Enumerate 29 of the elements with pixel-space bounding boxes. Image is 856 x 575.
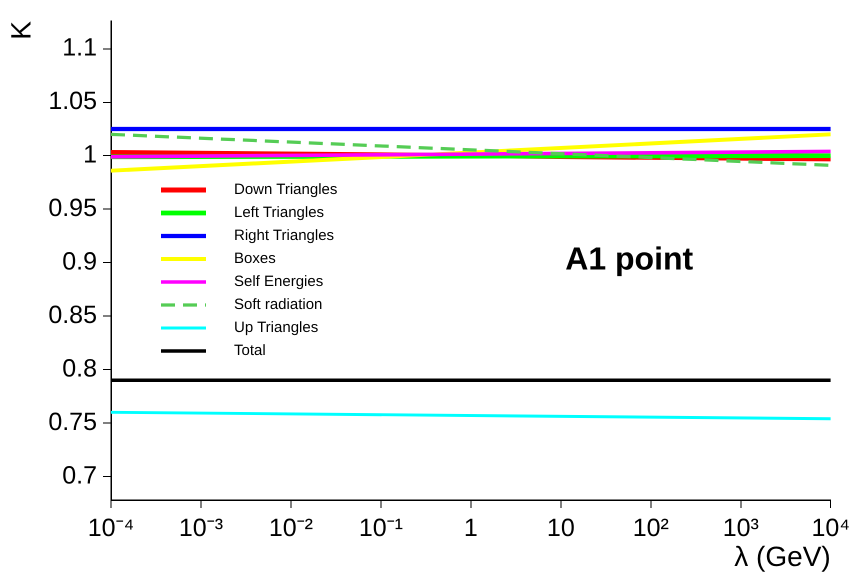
legend-label: Up Triangles <box>234 319 318 336</box>
y-tick-label: 0.9 <box>62 248 97 276</box>
y-tick-label: 0.85 <box>48 300 97 329</box>
legend-label: Self Energies <box>234 273 324 290</box>
y-tick-label: 0.7 <box>62 461 97 490</box>
legend-label: Left Triangles <box>234 204 324 222</box>
y-tick-label: 0.8 <box>62 354 97 382</box>
x-tick-label: 10⁻⁴ <box>88 514 134 542</box>
x-tick-label: 10² <box>632 514 669 542</box>
x-tick-label: 1 <box>464 514 478 542</box>
x-axis-title: λ (GeV) <box>734 540 831 572</box>
x-tick-label: 10⁻³ <box>178 514 224 542</box>
legend-label: Soft radiation <box>234 296 322 314</box>
legend-label: Boxes <box>234 250 276 268</box>
x-tick-label: 10³ <box>722 514 759 542</box>
legend-label: Right Triangles <box>234 227 334 244</box>
legend-label: Down Triangles <box>234 181 338 198</box>
y-tick-label: 0.95 <box>48 194 97 222</box>
y-tick-label: 1.1 <box>62 34 97 62</box>
y-axis-title: K <box>6 20 37 40</box>
x-tick-label: 10 <box>546 514 575 542</box>
x-tick-label: 10⁻² <box>268 514 313 542</box>
x-tick-label: 10⁻¹ <box>358 514 403 542</box>
annotation: A1 point <box>565 240 694 276</box>
y-tick-label: 1 <box>83 140 97 169</box>
y-tick-label: 0.75 <box>48 408 97 436</box>
legend-label: Total <box>234 342 266 360</box>
x-tick-label: 10⁴ <box>811 514 850 542</box>
y-tick-label: 1.05 <box>48 87 97 116</box>
